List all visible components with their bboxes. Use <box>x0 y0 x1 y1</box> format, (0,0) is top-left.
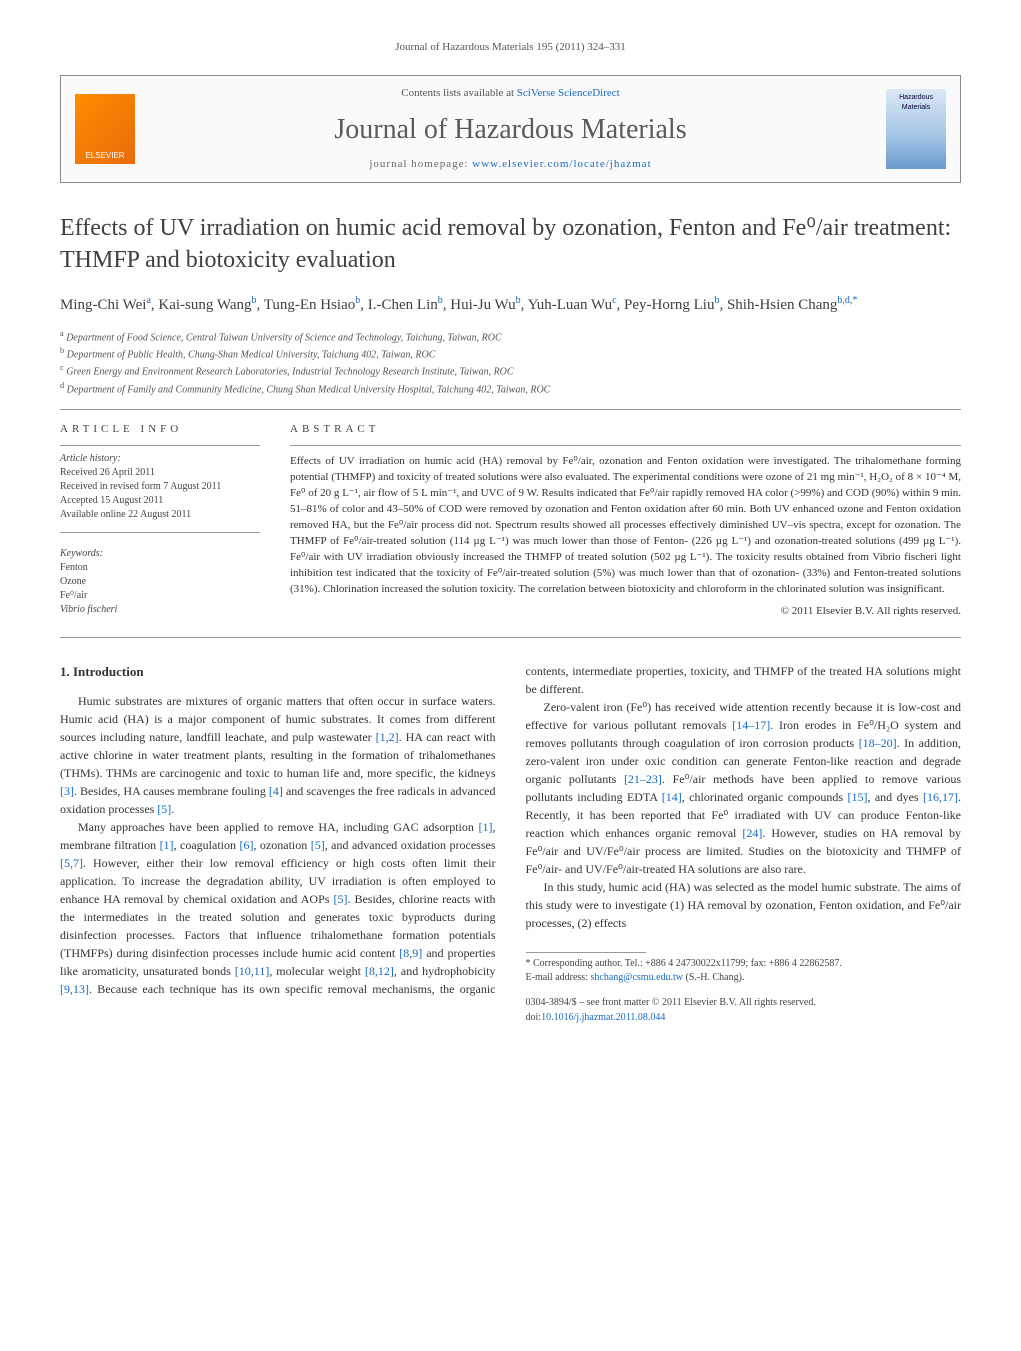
history-line: Accepted 15 August 2011 <box>60 494 260 508</box>
keyword-item: Fe⁰/air <box>60 589 260 603</box>
abstract-heading: ABSTRACT <box>290 422 961 437</box>
elsevier-logo: ELSEVIER <box>75 94 135 164</box>
email-suffix: (S.-H. Chang). <box>683 972 744 983</box>
history-label: Article history: <box>60 452 260 466</box>
footnote-separator <box>526 952 646 953</box>
author-list: Ming-Chi Weia, Kai-sung Wangb, Tung-En H… <box>60 294 961 316</box>
intro-heading: 1. Introduction <box>60 662 496 682</box>
history-lines: Received 26 April 2011Received in revise… <box>60 466 260 522</box>
journal-homepage-link[interactable]: www.elsevier.com/locate/jhazmat <box>472 158 651 170</box>
front-matter-line: 0304-3894/$ – see front matter © 2011 El… <box>526 995 962 1010</box>
affiliation-line: d Department of Family and Community Med… <box>60 380 961 397</box>
doi-link[interactable]: 10.1016/j.jhazmat.2011.08.044 <box>541 1012 665 1023</box>
journal-masthead: ELSEVIER Contents lists available at Sci… <box>60 75 961 183</box>
corresponding-email-link[interactable]: shchang@csmu.edu.tw <box>590 972 683 983</box>
affiliation-line: c Green Energy and Environment Research … <box>60 362 961 379</box>
body-columns: 1. Introduction Humic substrates are mix… <box>60 662 961 1025</box>
keyword-item: Fenton <box>60 561 260 575</box>
journal-cover-thumb: Hazardous Materials <box>886 89 946 169</box>
masthead-center: Contents lists available at SciVerse Sci… <box>135 86 886 172</box>
journal-name: Journal of Hazardous Materials <box>135 110 886 149</box>
abstract-copyright: © 2011 Elsevier B.V. All rights reserved… <box>290 604 961 619</box>
running-head: Journal of Hazardous Materials 195 (2011… <box>60 40 961 55</box>
doi-block: 0304-3894/$ – see front matter © 2011 El… <box>526 995 962 1025</box>
body-paragraph: Zero-valent iron (Fe⁰) has received wide… <box>526 698 962 878</box>
body-paragraph: In this study, humic acid (HA) was selec… <box>526 878 962 932</box>
history-line: Received 26 April 2011 <box>60 466 260 480</box>
abstract-column: ABSTRACT Effects of UV irradiation on hu… <box>290 422 961 619</box>
keyword-list: FentonOzoneFe⁰/airVibrio fischeri <box>60 561 260 617</box>
corresponding-footnote: * Corresponding author. Tel.: +886 4 247… <box>526 957 962 985</box>
rule-bottom <box>60 637 961 638</box>
contents-prefix: Contents lists available at <box>401 87 516 99</box>
rule-top <box>60 409 961 410</box>
keyword-item: Ozone <box>60 575 260 589</box>
keyword-item: Vibrio fischeri <box>60 603 260 617</box>
history-line: Received in revised form 7 August 2011 <box>60 480 260 494</box>
corresponding-line: * Corresponding author. Tel.: +886 4 247… <box>526 957 962 971</box>
abstract-text: Effects of UV irradiation on humic acid … <box>290 454 961 597</box>
article-info-heading: ARTICLE INFO <box>60 422 260 437</box>
affiliations: a Department of Food Science, Central Ta… <box>60 328 961 397</box>
body-paragraph: Humic substrates are mixtures of organic… <box>60 692 496 818</box>
homepage-prefix: journal homepage: <box>369 158 472 170</box>
article-info-column: ARTICLE INFO Article history: Received 2… <box>60 422 260 619</box>
affiliation-line: a Department of Food Science, Central Ta… <box>60 328 961 345</box>
sciencedirect-link[interactable]: SciVerse ScienceDirect <box>517 87 620 99</box>
email-label: E-mail address: <box>526 972 591 983</box>
history-line: Available online 22 August 2011 <box>60 508 260 522</box>
keywords-label: Keywords: <box>60 547 260 561</box>
article-title: Effects of UV irradiation on humic acid … <box>60 213 961 275</box>
affiliation-line: b Department of Public Health, Chung-Sha… <box>60 345 961 362</box>
doi-prefix: doi: <box>526 1012 542 1023</box>
